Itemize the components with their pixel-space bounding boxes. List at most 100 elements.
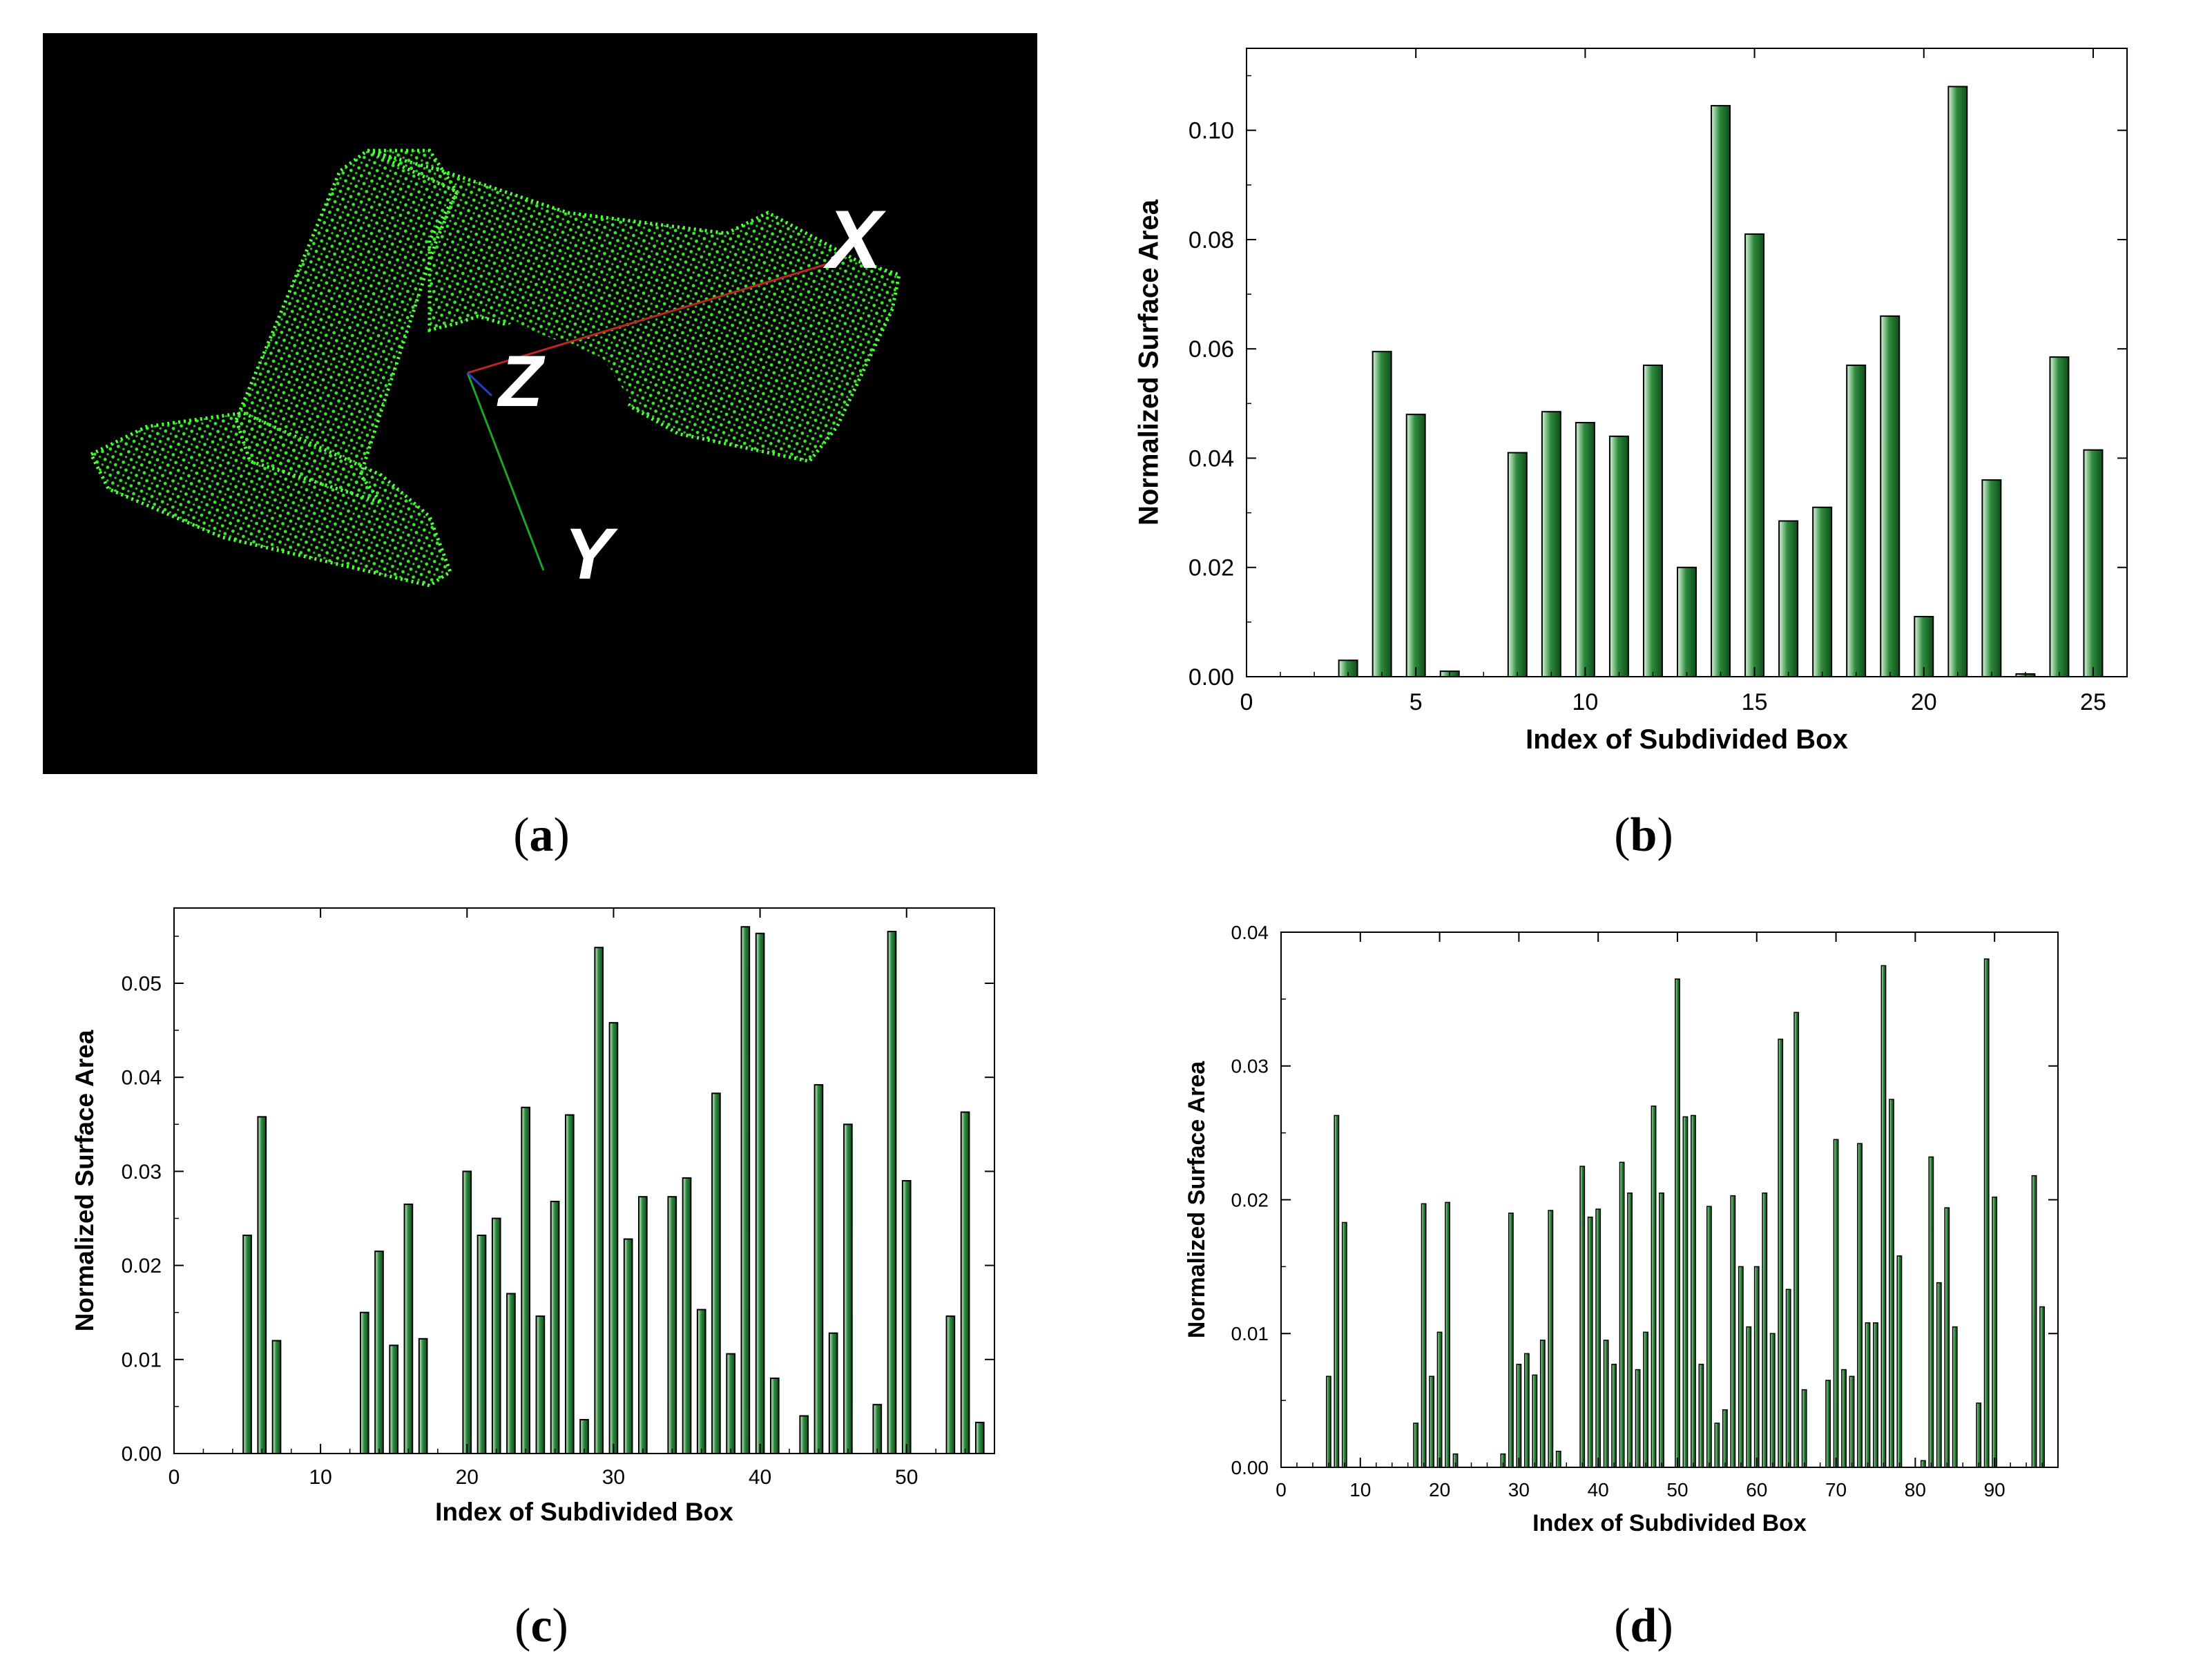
chart-b-xtick-label: 20 [1911,689,1937,715]
chart-c-bar [389,1344,399,1454]
chart-d-xtick-label: 10 [1349,1479,1371,1500]
chart-b-bar [1711,105,1731,677]
chart-d-bar [1334,1114,1340,1468]
chart-b-bar [1642,364,1663,678]
chart-d-bar [1952,1326,1958,1468]
caption-c-open: ( [514,1599,531,1652]
chart-c-bar [814,1084,824,1454]
chart-b-bar [1947,86,1968,678]
chart-d-bar [1976,1402,1982,1468]
chart-d-bar [1508,1213,1514,1468]
chart-c-xtick-label: 50 [895,1466,918,1489]
point-cloud-arm [234,148,459,506]
chart-d-bar [1421,1203,1427,1468]
chart-d-ylabel: Normalized Surface Area [1184,1061,1210,1338]
caption-d: (d) [1614,1599,1673,1654]
chart-b-bar [1846,364,1867,678]
chart-b-bar [1575,422,1595,677]
chart-c-bar [945,1315,956,1455]
chart-c: 0 10 20 30 40 50 0.00 0.01 0.02 0.03 0.04 0.05 Index… [41,877,1036,1561]
chart-c-bar [608,1022,619,1454]
chart-b-bar [1507,452,1528,678]
chart-c-bar [564,1114,575,1454]
chart-d-bar [1936,1282,1942,1468]
chart-d-bar [1889,1099,1894,1468]
chart-d-bar [1413,1422,1419,1468]
chart-c-ylabel: Normalized Surface Area [70,1030,99,1331]
chart-d-ytick-label: 0.04 [1231,922,1269,943]
chart-b-ytick-label: 0.04 [1189,445,1234,472]
chart-d-bar [1675,978,1680,1468]
z-axis-label: Z [497,341,546,422]
chart-b-ytick-label: 0.02 [1189,555,1234,581]
chart-d-bar [1825,1380,1831,1468]
chart-d-bar [1738,1266,1744,1468]
chart-b-bar [1880,315,1901,677]
chart-d-bar [1555,1451,1561,1468]
chart-c-bar [462,1170,472,1454]
chart-d-bar [1595,1208,1601,1468]
chart-d-xtick-label: 80 [1905,1479,1926,1500]
chart-c-bar [799,1415,809,1454]
chart-d-bar [1746,1326,1752,1468]
chart-b-bar [1744,233,1765,678]
caption-d-letter: d [1630,1599,1657,1652]
chart-d-bar [1579,1166,1586,1468]
chart-b-bar [1981,479,2002,677]
chart-d-bar [1841,1369,1847,1468]
caption-a: (a) [513,808,570,863]
chart-c-bar [638,1196,648,1454]
chart-c-svg: 0 10 20 30 40 50 0.00 0.01 0.02 0.03 0.04 0.05 Index… [70,907,995,1526]
caption-a-open: ( [513,809,530,862]
caption-d-close: ) [1657,1599,1673,1652]
chart-b-xtick-label: 5 [1410,689,1423,715]
chart-c-bar [418,1338,428,1454]
chart-d-svg: 0 10 20 30 40 50 60 70 80 90 0.00 0.01 0.02 0.03 0.04 I… [1184,922,2059,1536]
caption-d-open: ( [1614,1599,1630,1652]
chart-c-bar [594,947,604,1454]
chart-d-bar [1516,1364,1522,1468]
z-axis-line [466,371,493,397]
chart-d-bar [1635,1369,1641,1468]
caption-c: (c) [514,1599,568,1654]
chart-c-ytick-label: 0.03 [122,1161,162,1184]
chart-d-bar [1896,1255,1903,1468]
chart-d-bar [1873,1322,1878,1468]
chart-d-xtick-label: 20 [1429,1479,1450,1500]
chart-d-bar [1643,1331,1648,1468]
chart-d-bar [2031,1175,2037,1468]
chart-c-ytick-label: 0.01 [122,1349,162,1371]
chart-b-bar [1405,414,1426,677]
chart-c-bar [521,1106,530,1454]
chart-c-bar [579,1418,589,1454]
chart-b-ytick-label: 0.08 [1189,227,1234,253]
chart-d-bar [1429,1375,1435,1468]
chart-b-xtick-label: 0 [1240,689,1253,715]
chart-c-bar [491,1217,501,1454]
chart-b-xtick-label: 15 [1742,689,1768,715]
chart-c-bar [696,1309,706,1454]
chart-d-bar [1523,1353,1530,1468]
chart-b-bar [2049,356,2070,677]
chart-b-ylabel: Normalized Surface Area [1133,199,1164,525]
chart-c-bar [726,1353,735,1454]
chart-c-bar [901,1180,912,1454]
chart-d-ytick-label: 0.03 [1231,1056,1269,1077]
caption-b: (b) [1614,808,1673,863]
caption-c-close: ) [552,1599,568,1652]
chart-d-bar [1722,1409,1728,1468]
chart-d-bar [1880,965,1887,1468]
chart-d-bar [1983,958,1990,1468]
chart-c-bar [477,1235,487,1454]
chart-b-bar [1541,411,1561,678]
chart-c-bar [974,1422,985,1454]
caption-c-letter: c [530,1599,552,1652]
chart-d-bar [1619,1161,1625,1468]
chart-d-xtick-label: 90 [1984,1479,2005,1500]
chart-d-bar [1539,1340,1546,1468]
chart-b-ytick-label: 0.00 [1189,664,1234,691]
chart-d-bar [1793,1012,1800,1468]
chart-d-ytick-label: 0.01 [1231,1323,1269,1344]
x-axis-line [467,260,838,374]
chart-c-bar [843,1123,853,1454]
